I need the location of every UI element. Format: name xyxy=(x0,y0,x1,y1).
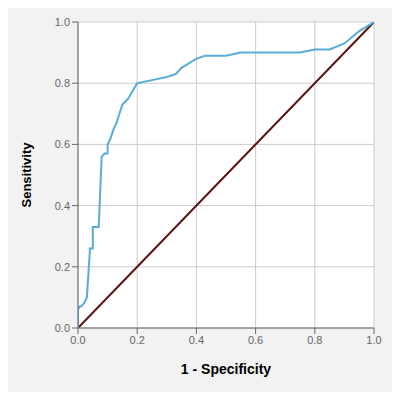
svg-text:0.6: 0.6 xyxy=(55,138,70,150)
svg-text:0.0: 0.0 xyxy=(55,322,70,334)
svg-text:0.4: 0.4 xyxy=(55,200,70,212)
svg-text:1.0: 1.0 xyxy=(366,334,381,346)
svg-text:1 - Specificity: 1 - Specificity xyxy=(181,361,271,377)
svg-text:0.8: 0.8 xyxy=(55,77,70,89)
svg-text:0.4: 0.4 xyxy=(189,334,204,346)
svg-text:0.8: 0.8 xyxy=(307,334,322,346)
svg-text:0.2: 0.2 xyxy=(130,334,145,346)
svg-text:0.2: 0.2 xyxy=(55,261,70,273)
svg-text:1.0: 1.0 xyxy=(55,16,70,28)
svg-text:Sensitivity: Sensitivity xyxy=(19,142,34,208)
svg-text:0.6: 0.6 xyxy=(248,334,263,346)
svg-text:0.0: 0.0 xyxy=(70,334,85,346)
